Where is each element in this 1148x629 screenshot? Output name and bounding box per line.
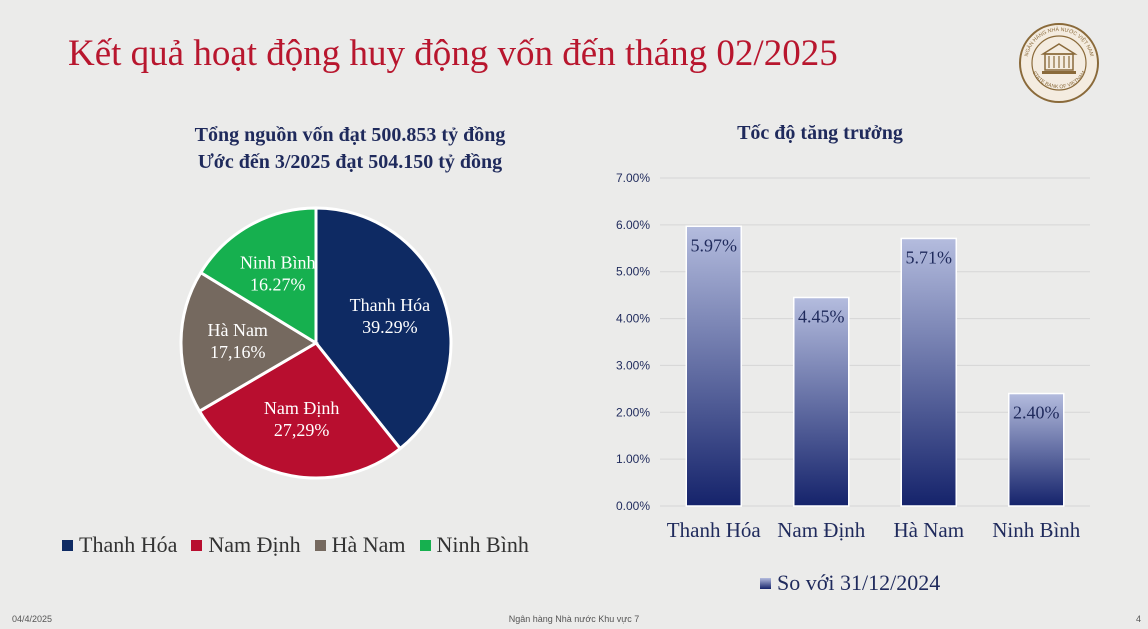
- pie-legend: Thanh Hóa Nam Định Hà Nam Ninh Bình: [62, 532, 529, 558]
- bar-ha-nam: [900, 237, 957, 507]
- footer-center-text: Ngân hàng Nhà nước Khu vực 7: [508, 614, 640, 624]
- pie-slice-label: Nam Định: [264, 398, 340, 418]
- pie-legend-swatch: [191, 539, 203, 551]
- y-tick-label: 2.00%: [616, 405, 650, 419]
- pie-legend-swatch: [314, 539, 326, 551]
- footer-date: 04/4/2025: [12, 614, 53, 624]
- x-category-label: Ninh Bình: [992, 518, 1081, 542]
- pie-slice-nam-dinh: [197, 341, 403, 480]
- pie-chart-title: Tổng nguồn vốn đạt 500.853 tỷ đồng Ước đ…: [110, 122, 590, 176]
- y-tick-label: 0.00%: [616, 499, 650, 513]
- pie-legend-label: Hà Nam: [331, 532, 406, 557]
- pie-legend-label: Ninh Bình: [436, 532, 529, 557]
- pie-slice-value-label: 16.27%: [250, 275, 306, 295]
- pie-legend-swatch: [62, 539, 73, 551]
- x-category-label: Hà Nam: [893, 518, 964, 542]
- pie-slice-thanh-hoa: [314, 206, 453, 451]
- bar-chart-title: Tốc độ tăng trưởng: [737, 122, 903, 144]
- y-tick-label: 4.00%: [616, 312, 650, 326]
- pie-legend-label: Thanh Hóa: [79, 532, 178, 557]
- pie-legend-item: Hà Nam: [314, 532, 406, 558]
- pie-title-line: Tổng nguồn vốn đạt 500.853 tỷ đồng: [194, 124, 506, 146]
- pie-slice-ninh-binh: [198, 206, 318, 346]
- x-category-label: Nam Định: [777, 518, 866, 542]
- y-tick-label: 5.00%: [616, 265, 650, 279]
- pie-slice-value-label: 17,16%: [210, 342, 266, 362]
- bar-legend-label: So với 31/12/2024: [777, 570, 941, 595]
- y-tick-label: 1.00%: [616, 452, 650, 466]
- pie-slice-label: Ninh Bình: [240, 253, 316, 273]
- y-tick-label: 3.00%: [616, 358, 650, 372]
- pie-subtitle-line: Ước đến 3/2025 đạt 504.150 tỷ đồng: [197, 151, 503, 173]
- slide-title: Kết quả hoạt động huy động vốn đến tháng…: [68, 33, 838, 74]
- bar-data-label: 4.45%: [798, 306, 845, 326]
- bar-legend-swatch: [760, 577, 771, 589]
- bar-legend: So với 31/12/2024: [760, 570, 940, 596]
- bar-data-label: 5.97%: [691, 235, 738, 255]
- y-tick-label: 7.00%: [616, 171, 650, 185]
- pie-legend-item: Thanh Hóa: [62, 532, 177, 558]
- bar-nam-dinh: [793, 296, 850, 507]
- bar-ninh-binh: [1008, 392, 1065, 507]
- pie-slice-label: Thanh Hóa: [350, 295, 430, 315]
- bar-thanh-hoa: [685, 225, 742, 507]
- pie-legend-item: Nam Định: [191, 532, 301, 558]
- pie-slice-ha-nam: [179, 270, 319, 414]
- pie-slice-label: Hà Nam: [207, 320, 267, 340]
- state-bank-seal-icon: NGÂN HÀNG NHÀ NƯỚC VIỆT NAM STATE BANK O…: [1019, 23, 1099, 103]
- pie-legend-label: Nam Định: [208, 532, 301, 557]
- y-tick-label: 6.00%: [616, 218, 650, 232]
- bar-data-label: 2.40%: [1013, 403, 1060, 423]
- pie-slice-value-label: 27,29%: [274, 420, 330, 440]
- bar-data-label: 5.71%: [906, 247, 953, 267]
- page-number: 4: [1136, 614, 1142, 624]
- pie-legend-item: Ninh Bình: [419, 532, 529, 558]
- bar-chart: 0.00% 1.00% 2.00% 3.00% 4.00% 5.00% 6.00% 7.00%…: [616, 171, 1090, 542]
- pie-legend-swatch: [419, 539, 431, 551]
- pie-slice-value-label: 39.29%: [362, 317, 418, 337]
- x-category-label: Thanh Hóa: [667, 518, 762, 542]
